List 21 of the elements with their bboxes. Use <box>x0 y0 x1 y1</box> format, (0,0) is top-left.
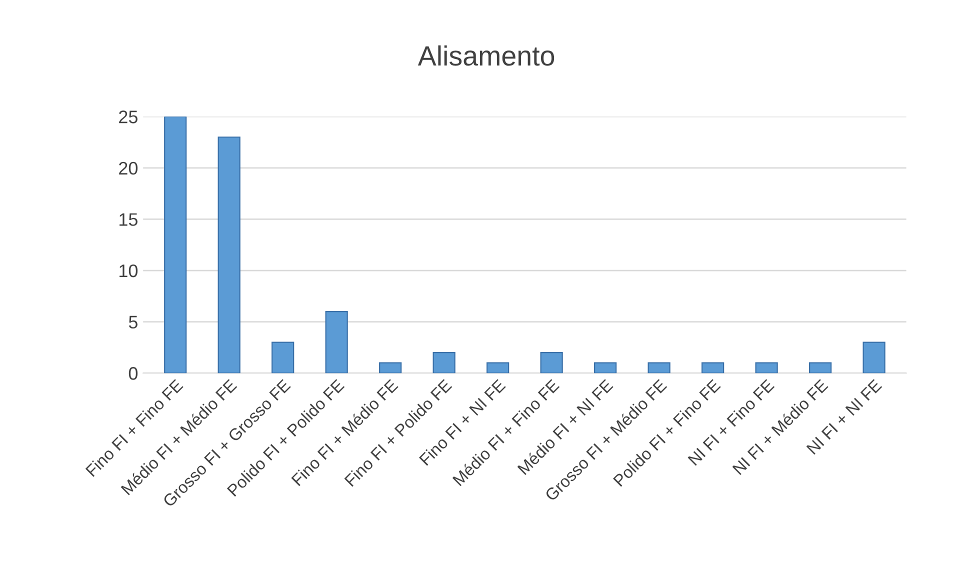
bar <box>809 362 832 374</box>
bar <box>432 352 456 374</box>
bar <box>702 362 724 374</box>
y-tick-label: 5 <box>128 316 138 329</box>
y-tick-label: 10 <box>120 264 138 278</box>
y-tick-label: 20 <box>119 162 138 175</box>
bar <box>218 136 240 374</box>
bar <box>164 116 187 374</box>
bar <box>272 342 294 374</box>
bar <box>755 362 778 374</box>
y-tick-label: 15 <box>120 213 138 226</box>
y-tick-label: 25 <box>119 110 138 124</box>
bar <box>379 362 402 374</box>
bar <box>862 342 886 374</box>
bar <box>648 362 670 374</box>
y-tick-label: 0 <box>128 367 138 380</box>
bar <box>540 352 563 374</box>
bar <box>594 362 617 374</box>
chart-title: Alisamento <box>418 45 554 66</box>
bar <box>325 311 348 374</box>
bar <box>486 362 510 374</box>
